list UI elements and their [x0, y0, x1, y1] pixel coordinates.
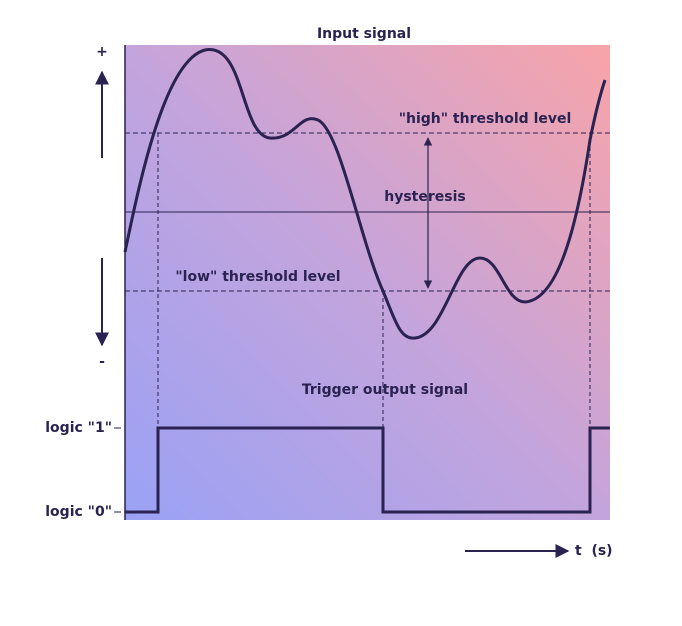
time-label: t (s) [575, 543, 613, 559]
output-title: Trigger output signal [302, 382, 468, 398]
output-signal [125, 426, 610, 514]
logic-low-label: logic "0" [45, 504, 112, 520]
logic-high-label: logic "1" [45, 420, 112, 436]
plus-label: + [96, 44, 108, 60]
minus-label: - [99, 354, 105, 370]
input-signal [123, 48, 607, 340]
title: Input signal [317, 26, 411, 42]
panel [125, 45, 610, 520]
high-threshold-label: "high" threshold level [399, 111, 572, 127]
low-threshold-label: "low" threshold level [175, 269, 340, 285]
hysteresis-label: hysteresis [384, 189, 465, 205]
